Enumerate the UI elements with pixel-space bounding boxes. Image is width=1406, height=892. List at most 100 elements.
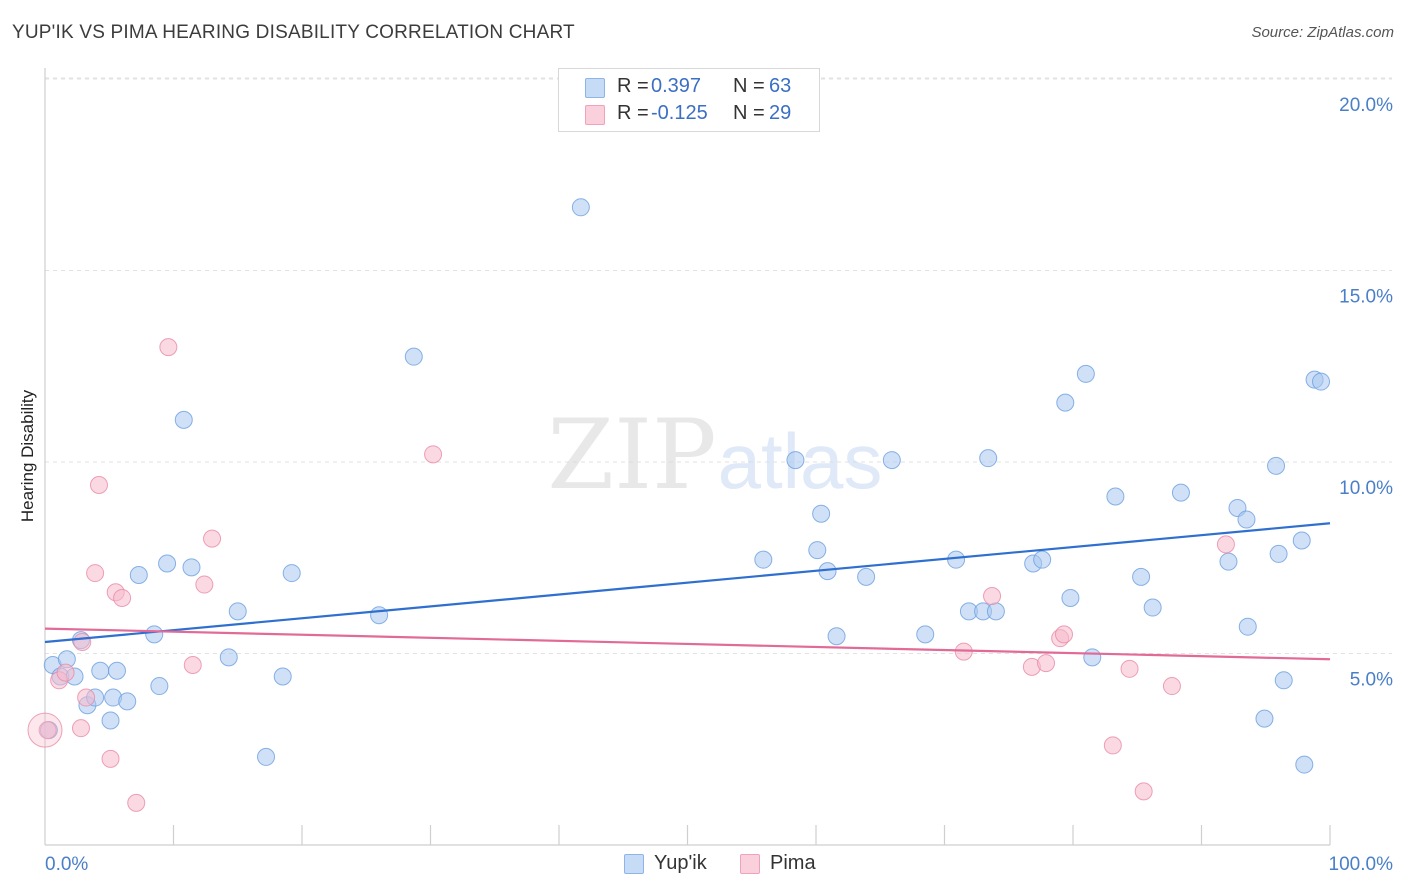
data-point-yupik bbox=[257, 747, 276, 766]
data-point-yupik bbox=[947, 550, 966, 569]
data-point-yupik bbox=[404, 347, 423, 366]
data-point-pima bbox=[86, 564, 105, 583]
data-point-pima bbox=[27, 712, 63, 748]
legend-swatch-pima bbox=[585, 105, 605, 125]
data-point-pima bbox=[1120, 659, 1139, 678]
data-point-pima bbox=[1216, 535, 1235, 554]
data-point-yupik bbox=[101, 711, 120, 730]
data-point-yupik bbox=[1143, 598, 1162, 617]
data-point-yupik bbox=[1076, 364, 1095, 383]
data-point-yupik bbox=[812, 504, 831, 523]
data-point-pima bbox=[195, 575, 214, 594]
data-point-yupik bbox=[91, 661, 110, 680]
data-point-yupik bbox=[129, 565, 148, 584]
data-point-yupik bbox=[228, 602, 247, 621]
data-point-yupik bbox=[174, 410, 193, 429]
y-tick-label: 15.0% bbox=[1339, 287, 1393, 308]
trend-line-yupik bbox=[44, 522, 1331, 644]
trend-line-pima bbox=[44, 627, 1331, 661]
axis-layer: 5.0% 10.0% 15.0% 20.0% 0.0% 100.0% bbox=[44, 68, 1394, 875]
data-point-pima bbox=[73, 633, 92, 652]
chart-title: YUP'IK VS PIMA HEARING DISABILITY CORREL… bbox=[12, 22, 575, 43]
data-point-yupik bbox=[145, 625, 164, 644]
trend-layer bbox=[44, 522, 1331, 661]
data-point-yupik bbox=[1106, 487, 1125, 506]
data-point-pima bbox=[1055, 625, 1074, 644]
data-point-yupik bbox=[571, 198, 590, 217]
data-point-pima bbox=[38, 721, 57, 740]
data-point-pima bbox=[127, 793, 146, 812]
data-point-yupik bbox=[273, 667, 292, 686]
data-point-yupik bbox=[370, 606, 389, 625]
data-point-pima bbox=[424, 445, 443, 464]
data-point-yupik bbox=[1269, 544, 1288, 563]
data-point-yupik bbox=[916, 625, 935, 644]
data-point-yupik bbox=[1171, 483, 1190, 502]
data-point-yupik bbox=[158, 554, 177, 573]
x-tick-label: 100.0% bbox=[1329, 854, 1394, 875]
data-point-yupik bbox=[979, 449, 998, 468]
data-point-yupik bbox=[882, 451, 901, 470]
legend-n-label: N = bbox=[733, 102, 765, 124]
data-point-pima bbox=[101, 749, 120, 768]
data-point-yupik bbox=[1056, 393, 1075, 412]
data-point-pima bbox=[56, 663, 75, 682]
data-point-pima bbox=[1037, 654, 1056, 673]
legend-swatch-yupik bbox=[585, 78, 605, 98]
correlation-legend: R = 0.397 N = 63 R = -0.125 N = 29 bbox=[558, 68, 820, 132]
data-point-yupik bbox=[219, 648, 238, 667]
data-point-yupik bbox=[754, 550, 773, 569]
data-point-pima bbox=[1134, 782, 1153, 801]
data-point-pima bbox=[983, 587, 1002, 606]
legend-r-value-pima: -0.125 bbox=[651, 102, 708, 124]
data-point-yupik bbox=[827, 627, 846, 646]
data-point-yupik bbox=[1061, 588, 1080, 607]
legend-n-label: N = bbox=[733, 75, 765, 97]
y-tick-label: 5.0% bbox=[1350, 670, 1393, 691]
data-point-pima bbox=[1103, 736, 1122, 755]
data-point-pima bbox=[159, 338, 178, 357]
data-point-yupik bbox=[1132, 567, 1151, 586]
y-tick-label: 10.0% bbox=[1339, 478, 1393, 499]
grid-layer bbox=[45, 77, 1392, 654]
data-point-yupik bbox=[857, 567, 876, 586]
source-label: Source: ZipAtlas.com bbox=[1251, 24, 1394, 41]
data-point-yupik bbox=[1033, 550, 1052, 569]
data-point-yupik bbox=[107, 661, 126, 680]
data-point-yupik bbox=[1238, 617, 1257, 636]
data-point-yupik bbox=[1267, 456, 1286, 475]
data-point-yupik bbox=[1219, 552, 1238, 571]
bottom-legend-label-pima: Pima bbox=[770, 852, 816, 874]
data-point-yupik bbox=[986, 602, 1005, 621]
data-point-yupik bbox=[786, 451, 805, 470]
data-point-yupik bbox=[282, 564, 301, 583]
data-point-yupik bbox=[1295, 755, 1314, 774]
y-axis-label: Hearing Disability bbox=[18, 389, 37, 522]
legend-n-value-pima: 29 bbox=[769, 102, 792, 124]
data-point-yupik bbox=[150, 677, 169, 696]
bottom-legend-label-yupik: Yup'ik bbox=[654, 852, 707, 874]
data-point-yupik bbox=[1255, 709, 1274, 728]
legend-n-value-yupik: 63 bbox=[769, 75, 792, 97]
data-point-yupik bbox=[808, 541, 827, 560]
watermark-zip: ZIP bbox=[547, 399, 716, 511]
x-tick-label: 0.0% bbox=[45, 854, 88, 875]
legend-r-value-yupik: 0.397 bbox=[651, 75, 702, 97]
data-point-yupik bbox=[1292, 531, 1311, 550]
data-point-pima bbox=[183, 655, 202, 674]
data-point-pima bbox=[77, 688, 96, 707]
y-tick-label: 20.0% bbox=[1339, 95, 1393, 116]
data-point-yupik bbox=[1083, 648, 1102, 667]
data-point-yupik bbox=[1237, 510, 1256, 529]
points-layer bbox=[27, 198, 1331, 812]
data-point-yupik bbox=[1274, 671, 1293, 690]
data-point-pima bbox=[71, 719, 90, 738]
data-point-yupik bbox=[182, 558, 201, 577]
data-point-yupik bbox=[118, 692, 137, 711]
data-point-pima bbox=[113, 588, 132, 607]
legend-r-label: R = bbox=[617, 102, 649, 124]
data-point-pima bbox=[89, 475, 108, 494]
data-point-pima bbox=[203, 529, 222, 548]
data-point-pima bbox=[1162, 677, 1181, 696]
